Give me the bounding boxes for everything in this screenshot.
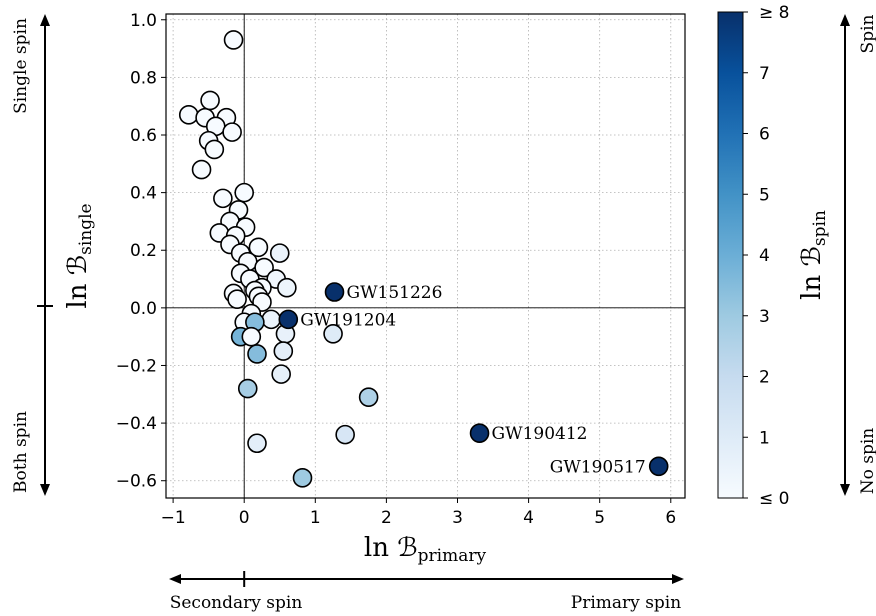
data-point — [248, 237, 269, 258]
y-tick-label: 0.8 — [130, 68, 157, 88]
colorbar-tick-label: 1 — [759, 428, 770, 448]
y-top-direction-label: Single spin — [11, 18, 31, 114]
colorbar-tick-label: ≤ 0 — [759, 489, 789, 509]
colorbar-tick-label: 3 — [759, 307, 770, 327]
data-point — [213, 188, 233, 209]
y-tick-label: −0.6 — [116, 472, 157, 492]
data-point — [178, 105, 199, 125]
data-point — [247, 344, 267, 364]
data-point — [277, 277, 297, 298]
x-tick-label: 6 — [665, 508, 676, 528]
colorbar-tick-label: 5 — [759, 185, 770, 205]
x-tick-label: 0 — [239, 508, 250, 528]
x-tick-label: 4 — [523, 508, 534, 528]
data-point — [254, 257, 274, 278]
y-tick-label: 0.6 — [130, 126, 157, 146]
data-point — [269, 243, 290, 263]
y-direction-arrow — [37, 14, 53, 496]
x-tick-label: 1 — [310, 508, 321, 528]
c-top-direction-label: Spin — [858, 14, 876, 53]
y-tick-label: −0.2 — [116, 356, 157, 376]
x-axis-ticks: −1 0 1 2 3 4 5 6 — [161, 498, 676, 528]
data-point — [241, 326, 262, 347]
data-point-gw151226 — [324, 282, 345, 302]
data-point — [191, 159, 212, 180]
data-point — [271, 364, 291, 384]
data-point — [335, 424, 355, 445]
data-point — [204, 139, 225, 160]
data-point-gw190412 — [469, 423, 490, 443]
colorbar-tick-label: 4 — [759, 246, 770, 266]
data-point — [261, 309, 282, 330]
data-point — [237, 378, 258, 399]
colorbar-tick-label: 2 — [759, 368, 770, 388]
point-annotations: GW151226 GW191204 GW190412 GW190517 — [300, 283, 645, 477]
y-tick-label: 0.0 — [130, 299, 157, 319]
annotation-gw151226: GW151226 — [346, 283, 442, 303]
colorbar-tick-label: 6 — [759, 125, 770, 145]
data-point — [247, 433, 267, 454]
annotation-gw190517: GW190517 — [550, 457, 646, 477]
x-direction-arrow — [169, 571, 684, 587]
y-tick-label: 1.0 — [130, 11, 157, 31]
colorbar-tick-label: ≥ 8 — [759, 3, 789, 23]
colorbar-ticks: ≤ 0 1 2 3 4 5 6 7 ≥ 8 — [743, 3, 789, 509]
y-tick-label: −0.4 — [116, 414, 157, 434]
c-bottom-direction-label: No spin — [858, 428, 876, 495]
y-axis-ticks: −0.6 −0.4 −0.2 0.0 0.2 0.4 0.6 0.8 1.0 — [116, 11, 166, 492]
data-point-gw191204 — [278, 309, 299, 330]
data-point — [222, 122, 242, 142]
plot-frame — [165, 13, 686, 499]
x-tick-label: −1 — [161, 508, 186, 528]
y-tick-label: 0.4 — [130, 184, 157, 204]
x-axis-label: ln ℬprimary — [364, 533, 487, 566]
data-point — [234, 182, 255, 203]
data-point — [223, 30, 244, 50]
data-points — [178, 30, 669, 488]
data-point — [292, 468, 313, 488]
colorbar — [717, 11, 744, 499]
colorbar-tick-label: 7 — [759, 64, 770, 84]
y-tick-label: 0.2 — [130, 241, 157, 261]
colorbar-direction-arrow — [840, 14, 850, 496]
data-point — [358, 387, 379, 407]
colorbar-label: ln ℬspin — [797, 210, 830, 300]
x-left-direction-label: Secondary spin — [170, 593, 303, 613]
x-right-direction-label: Primary spin — [571, 593, 681, 613]
annotation-gw191204: GW191204 — [300, 310, 396, 330]
x-tick-label: 3 — [452, 508, 463, 528]
data-point — [227, 289, 247, 310]
x-tick-label: 5 — [594, 508, 605, 528]
data-point-gw190517 — [648, 456, 669, 477]
data-point — [323, 323, 343, 344]
data-point — [200, 90, 220, 111]
data-point — [273, 341, 294, 361]
grid — [166, 14, 685, 498]
y-bottom-direction-label: Both spin — [11, 411, 31, 493]
x-tick-label: 2 — [381, 508, 392, 528]
annotation-gw190412: GW190412 — [492, 424, 588, 444]
y-axis-label: ln ℬsingle — [63, 203, 96, 308]
